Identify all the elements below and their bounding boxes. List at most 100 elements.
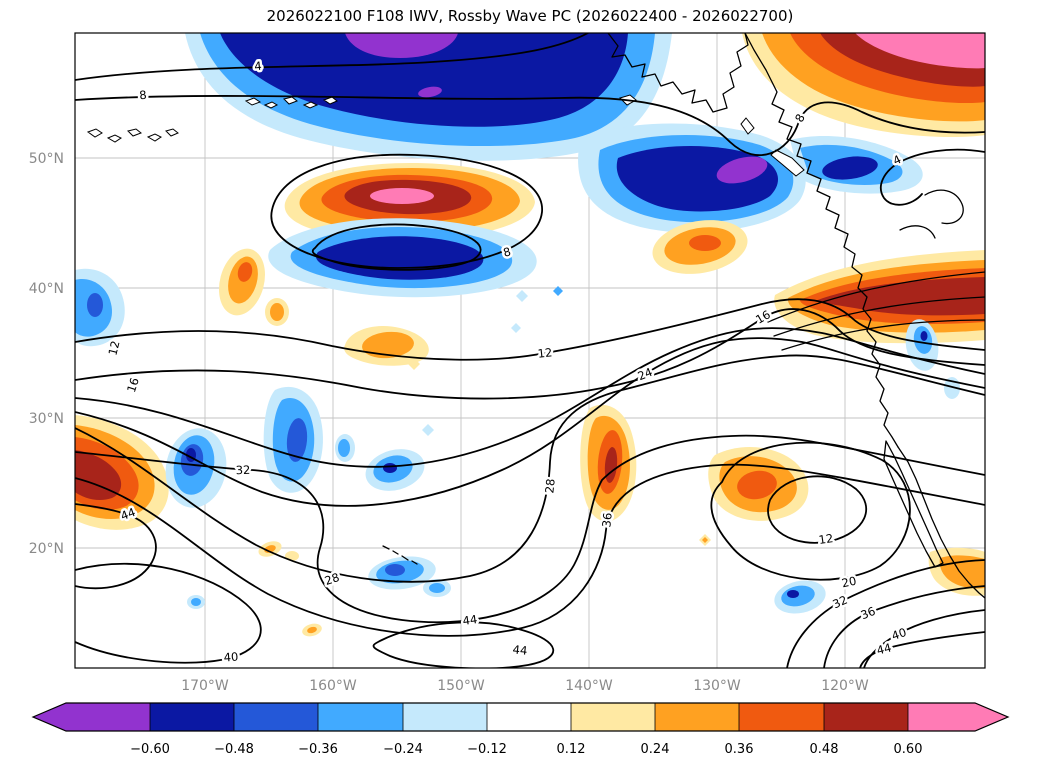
iwv-contour-20-closed <box>710 441 911 581</box>
iwv-contour-32 <box>786 559 985 668</box>
western-aleutian-islands <box>86 128 179 143</box>
warm-anomaly <box>75 450 122 501</box>
colorbar-segment <box>150 703 234 731</box>
contour-label-group: 4 8 8 8 4 12 16 12 24 16 28 28 32 36 44 … <box>103 56 911 667</box>
lon-tick-label: 160°W <box>309 678 357 694</box>
cool-anomaly <box>787 590 799 598</box>
cool-anomaly <box>286 418 308 462</box>
cool-anomaly <box>920 331 928 341</box>
haida-gwaii-island <box>740 117 755 135</box>
iwv-contour-44-closed <box>372 621 555 668</box>
colorbar-segment <box>318 703 403 731</box>
warm-anomaly <box>362 331 414 359</box>
coastline-alaska <box>607 33 749 113</box>
contour-label: 12 <box>818 531 834 547</box>
iwv-contour-44 <box>859 631 985 668</box>
cool-anomaly <box>553 286 563 296</box>
iwv-contour-40 <box>75 562 262 664</box>
colorbar-segment <box>655 703 739 731</box>
colorbar-tick-label: −0.36 <box>298 742 338 757</box>
cool-anomaly <box>418 86 442 98</box>
lat-tick-label: 40°N <box>29 281 64 297</box>
colorbar-ticks: −0.60 −0.48 −0.36 −0.24 −0.12 0.12 0.24 … <box>130 742 922 757</box>
iwv-contour-24 <box>75 337 985 507</box>
lon-tick-label: 130°W <box>693 678 741 694</box>
vancouver-island <box>770 149 805 177</box>
iwv-contour-4 <box>879 148 985 206</box>
contour-label: 4 <box>254 59 263 74</box>
colorbar-tick-label: 0.36 <box>725 742 754 757</box>
inland-contour-detail <box>899 189 964 239</box>
iwv-contour-8 <box>75 95 985 157</box>
colorbar-tick-label: −0.48 <box>214 742 254 757</box>
iwv-contour-ar-bundle <box>781 319 985 351</box>
cool-anomaly <box>345 33 458 58</box>
coastline-west-coast <box>744 33 899 448</box>
lon-tick-label: 170°W <box>181 678 229 694</box>
contour-label: 44 <box>462 612 478 628</box>
axes-frame <box>74 32 986 669</box>
contour-label: 40 <box>223 650 239 665</box>
lat-tick-label: 20°N <box>29 541 64 557</box>
iwv-contours <box>75 33 985 668</box>
iwv-contour-4-closed <box>311 223 482 271</box>
colorbar-tick-label: −0.12 <box>467 742 507 757</box>
iwv-contour-ar-bundle <box>773 296 985 337</box>
cool-anomaly <box>385 564 405 576</box>
colorbar-extend-right-arrow <box>908 703 1008 731</box>
contour-label: 8 <box>139 88 148 103</box>
cool-anomaly <box>429 583 445 593</box>
cool-anomaly <box>822 156 878 180</box>
colorbar-segment <box>824 703 908 731</box>
colorbar-tick-label: −0.60 <box>130 742 170 757</box>
colorbar-outline <box>31 702 1010 732</box>
cool-anomaly <box>383 463 397 473</box>
cool-anomaly <box>338 439 350 457</box>
contour-label: 12 <box>537 345 553 360</box>
iwv-contour-28 <box>75 354 985 583</box>
colorbar-extend-left-arrow <box>33 703 150 731</box>
iwv-contour-36 <box>823 585 985 668</box>
colorbar: −0.60 −0.48 −0.36 −0.24 −0.12 0.12 0.24 … <box>31 702 1010 757</box>
iwv-contour-ar-bundle <box>767 271 985 323</box>
anomaly-fills <box>75 33 985 637</box>
warm-anomaly <box>702 537 708 543</box>
cool-anomaly <box>87 293 103 317</box>
colorbar-segment <box>487 703 571 731</box>
colorbar-segment <box>234 703 318 731</box>
colorbar-tick-label: 0.12 <box>557 742 586 757</box>
contour-label: 20 <box>840 574 857 591</box>
contour-label: 44 <box>875 640 893 657</box>
lon-tick-label: 150°W <box>437 678 485 694</box>
colorbar-segment <box>403 703 487 731</box>
aleutian-islands <box>244 96 338 109</box>
iwv-contour-44 <box>75 503 157 590</box>
contour-label: 12 <box>105 339 122 357</box>
iwv-contour-4 <box>75 33 589 81</box>
warm-anomaly <box>370 188 434 204</box>
iwv-contour-40 <box>863 609 985 668</box>
cool-anomaly <box>220 33 628 127</box>
chart-title: 2026022100 F108 IWV, Rossby Wave PC (202… <box>267 7 794 25</box>
warm-anomaly <box>737 470 777 500</box>
contour-label: 44 <box>512 642 528 657</box>
iwv-contour-36 <box>75 463 985 637</box>
cool-anomaly <box>516 290 528 302</box>
lat-axis: 50°N 40°N 30°N 20°N <box>29 151 64 557</box>
colorbar-segment <box>739 703 824 731</box>
colorbar-tick-label: −0.24 <box>383 742 423 757</box>
warm-anomaly <box>270 303 284 321</box>
iwv-contour-32 <box>75 434 985 624</box>
iwv-contour-12 <box>75 298 985 361</box>
contour-label: 28 <box>542 478 557 494</box>
lon-axis: 170°W 160°W 150°W 140°W 130°W 120°W <box>181 678 869 694</box>
colorbar-segment <box>571 703 655 731</box>
hawaiian-islands <box>382 545 418 565</box>
warm-anomaly <box>815 277 985 316</box>
cool-anomaly <box>716 156 768 184</box>
iwv-contour-20 <box>75 327 985 468</box>
warm-anomaly <box>689 235 721 251</box>
cool-anomaly <box>511 323 521 333</box>
